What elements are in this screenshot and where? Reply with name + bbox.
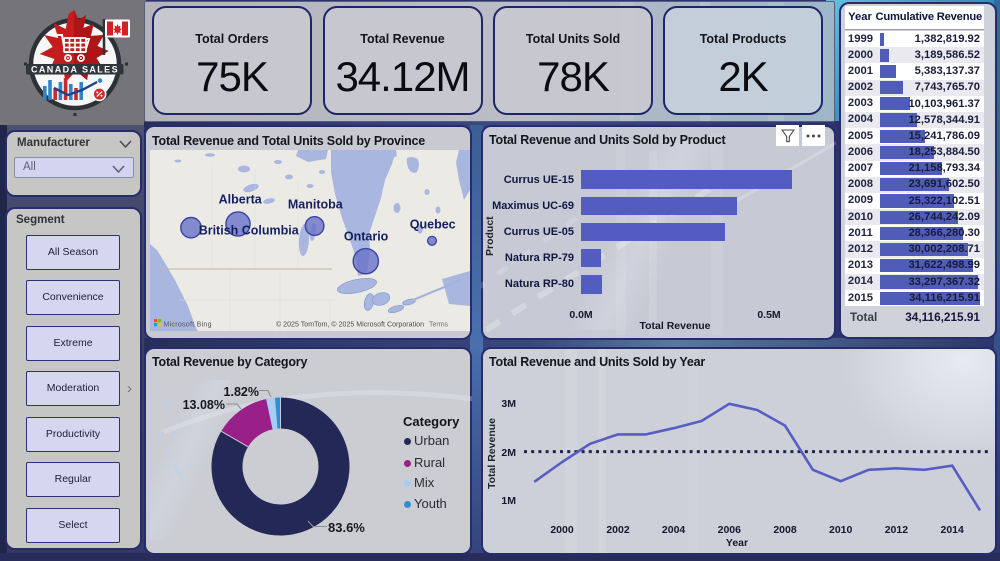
svg-text:CANADA SALES: CANADA SALES xyxy=(31,65,119,75)
svg-text:Alberta: Alberta xyxy=(219,193,263,207)
svg-text:Quebec: Quebec xyxy=(410,218,456,232)
svg-text:British Columbia: British Columbia xyxy=(199,223,300,237)
svg-text:Microsoft Bing: Microsoft Bing xyxy=(164,322,212,329)
svg-text:Manitoba: Manitoba xyxy=(288,198,344,212)
svg-text:Ontario: Ontario xyxy=(344,230,389,244)
svg-text:Terms: Terms xyxy=(429,322,449,329)
svg-text:© 2025 TomTom, © 2025 Microsof: © 2025 TomTom, © 2025 Microsoft Corporat… xyxy=(276,321,424,329)
